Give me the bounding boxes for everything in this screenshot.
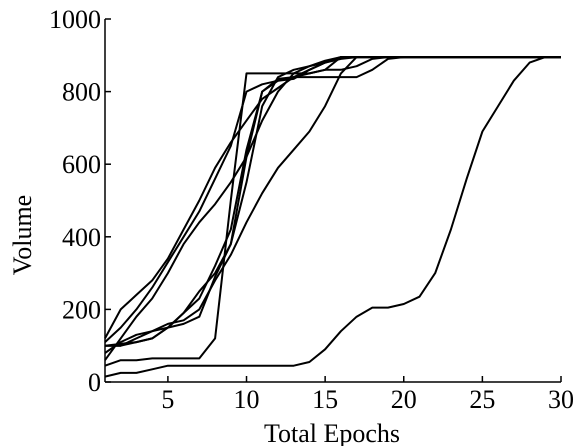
axes: 0 200 400 600 800 1000 5 10 15 20 25 30 bbox=[49, 5, 574, 414]
labels: Total Epochs Volume bbox=[8, 195, 400, 446]
series-line-2 bbox=[104, 56, 561, 367]
series-line-1 bbox=[104, 56, 561, 378]
series-line-9 bbox=[104, 56, 561, 347]
y-tick-label: 400 bbox=[62, 223, 101, 252]
x-tick-label: 15 bbox=[312, 385, 338, 414]
x-axis-label: Total Epochs bbox=[264, 419, 400, 446]
y-tick-label: 1000 bbox=[49, 5, 101, 34]
series-line-4 bbox=[105, 56, 561, 347]
y-tick-label: 800 bbox=[62, 78, 101, 107]
y-tick-label: 600 bbox=[62, 150, 101, 179]
x-tick-label: 20 bbox=[391, 385, 417, 414]
series-line-6 bbox=[104, 56, 561, 343]
y-tick-label: 200 bbox=[62, 295, 101, 324]
y-tick-label: 0 bbox=[88, 368, 101, 397]
x-tick-label: 5 bbox=[161, 385, 174, 414]
x-tick-label: 10 bbox=[234, 385, 260, 414]
y-axis-label: Volume bbox=[8, 195, 37, 275]
x-tick-label: 25 bbox=[469, 385, 495, 414]
series-line-7 bbox=[104, 56, 561, 354]
series-line-3 bbox=[105, 56, 561, 347]
series-line-8 bbox=[104, 56, 561, 339]
series-group bbox=[104, 56, 561, 378]
x-tick-label: 30 bbox=[548, 385, 574, 414]
series-line-5 bbox=[104, 56, 561, 361]
